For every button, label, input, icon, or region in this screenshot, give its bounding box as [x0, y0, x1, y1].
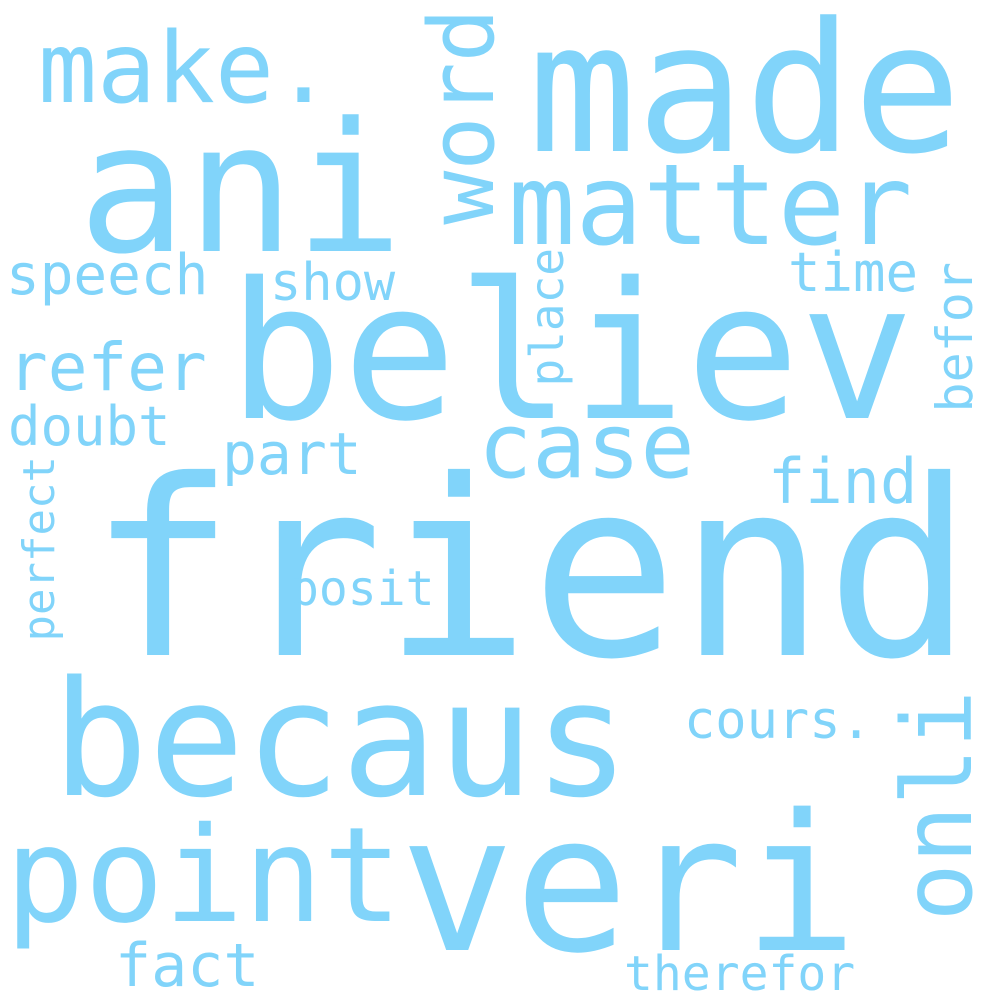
word-friend: friend	[88, 428, 974, 713]
word-matter: matter	[508, 141, 913, 271]
word-show: show	[270, 253, 396, 313]
word-posit: posit	[290, 561, 435, 617]
word-time: time	[788, 241, 919, 304]
word-veri: veri	[400, 774, 858, 995]
word-ani: ani	[78, 85, 404, 294]
word-speech: speech	[6, 243, 209, 308]
word-case: case	[478, 394, 695, 499]
word-therefor: therefor	[624, 946, 856, 1000]
word-perfect: perfect	[14, 456, 65, 642]
word-refer: refer	[8, 329, 207, 406]
word-becaus: becaus	[52, 646, 630, 833]
word-make: make.	[38, 12, 334, 126]
word-find: find	[768, 445, 918, 518]
word-fact: fact	[115, 931, 260, 1000]
word-befor: befor	[926, 262, 984, 413]
word-part: part	[222, 420, 362, 488]
word-onli: onli	[882, 690, 994, 922]
word-place: place	[520, 248, 574, 387]
word-made: made	[528, 0, 962, 194]
word-believ: believ	[228, 242, 915, 463]
word-cours: cours.	[684, 691, 872, 751]
word-point: point	[5, 799, 403, 953]
word-word: word	[410, 8, 515, 225]
word-doubt: doubt	[8, 395, 171, 458]
